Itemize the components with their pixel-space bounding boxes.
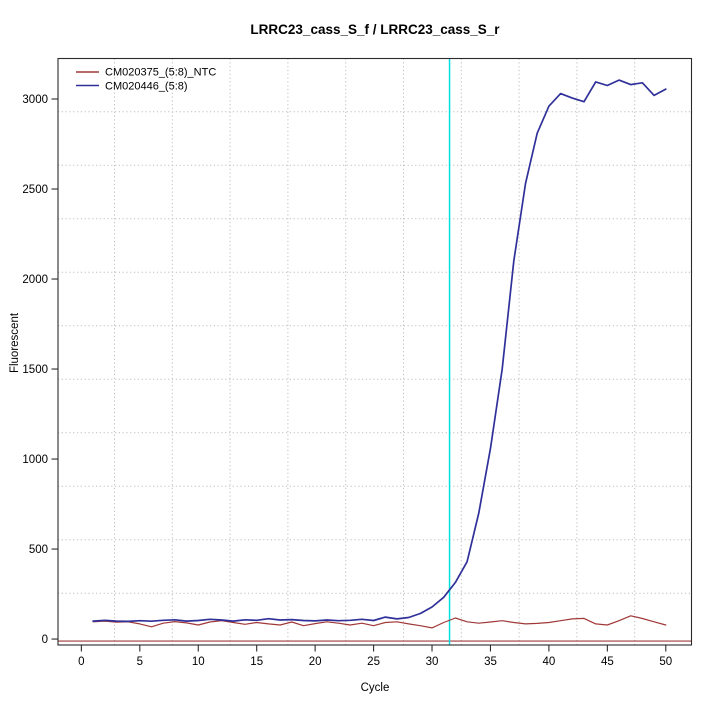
legend-label-sample: CM020446_(5:8) xyxy=(105,81,188,93)
y-tick-label: 3000 xyxy=(22,94,48,106)
x-tick-label: 20 xyxy=(309,656,322,668)
x-tick-label: 35 xyxy=(484,656,497,668)
x-tick-label: 25 xyxy=(367,656,380,668)
x-tick-label: 15 xyxy=(250,656,263,668)
legend-label-ntc: CM020375_(5:8)_NTC xyxy=(105,67,216,79)
y-tick-label: 1000 xyxy=(22,454,48,466)
series-line-0 xyxy=(92,615,667,629)
plot-box xyxy=(57,57,693,646)
plot-title: LRRC23_cass_S_f / LRRC23_cass_S_r xyxy=(250,22,500,37)
y-tick-label: 2000 xyxy=(22,274,48,286)
x-tick-label: 40 xyxy=(543,656,556,668)
x-tick-label: 45 xyxy=(601,656,614,668)
y-tick-label: 2500 xyxy=(22,184,48,196)
plot-area: 0 5 10 15 20 25 30 35 40 45 5005001000150020002500… xyxy=(22,57,693,668)
y-tick-label: 500 xyxy=(29,544,48,556)
x-tick-label: 5 xyxy=(137,656,143,668)
legend: CM020375_(5:8)_NTC CM020446_(5:8) xyxy=(76,67,216,93)
series-line-1 xyxy=(92,79,667,623)
x-tick-label: 0 xyxy=(78,656,84,668)
y-axis-label: Fluorescent xyxy=(9,312,21,373)
x-tick-label: 10 xyxy=(192,656,205,668)
x-tick-label: 30 xyxy=(426,656,439,668)
y-tick-label: 0 xyxy=(42,634,48,646)
y-tick-label: 1500 xyxy=(22,364,48,376)
x-tick-label: 50 xyxy=(659,656,672,668)
x-axis-label: Cycle xyxy=(361,682,390,694)
